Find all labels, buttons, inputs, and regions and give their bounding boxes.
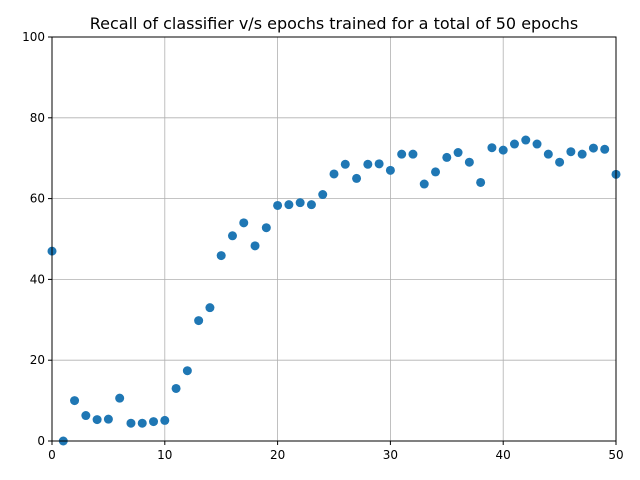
data-point bbox=[397, 149, 407, 159]
data-point bbox=[374, 159, 384, 169]
data-point bbox=[600, 144, 610, 154]
data-point bbox=[306, 200, 316, 210]
x-tick-label: 30 bbox=[383, 448, 398, 462]
data-point bbox=[498, 145, 508, 155]
plot-frame bbox=[51, 36, 617, 442]
data-point bbox=[216, 251, 226, 261]
data-point bbox=[194, 316, 204, 326]
data-point bbox=[442, 152, 452, 162]
axis-ticks: 0 10 20 30 40 50 0 20 40 60 80 100 bbox=[22, 30, 624, 462]
x-tick-label: 10 bbox=[157, 448, 172, 462]
data-point bbox=[92, 415, 102, 425]
data-point bbox=[566, 147, 576, 157]
data-point bbox=[70, 396, 80, 406]
data-point bbox=[408, 149, 418, 159]
x-tick-label: 0 bbox=[48, 448, 56, 462]
data-points bbox=[47, 135, 621, 446]
data-point bbox=[385, 165, 395, 175]
data-point bbox=[149, 417, 159, 427]
data-point bbox=[273, 200, 283, 210]
data-point bbox=[363, 159, 373, 169]
x-tick-label: 20 bbox=[270, 448, 285, 462]
y-tick-label: 60 bbox=[30, 192, 45, 206]
y-tick-label: 20 bbox=[30, 353, 45, 367]
data-point bbox=[126, 418, 136, 428]
data-point bbox=[419, 179, 429, 189]
data-point bbox=[464, 157, 474, 167]
y-tick-label: 0 bbox=[37, 434, 45, 448]
y-tick-label: 80 bbox=[30, 111, 45, 125]
data-point bbox=[509, 139, 519, 149]
chart-title: Recall of classifier v/s epochs trained … bbox=[90, 14, 579, 33]
y-tick-label: 40 bbox=[30, 272, 45, 286]
data-point bbox=[205, 303, 215, 313]
data-point bbox=[81, 411, 91, 421]
data-point bbox=[318, 190, 328, 200]
data-point bbox=[160, 415, 170, 425]
data-point bbox=[182, 366, 192, 376]
data-point bbox=[261, 223, 271, 233]
data-point bbox=[103, 414, 113, 424]
data-point bbox=[340, 159, 350, 169]
data-point bbox=[137, 418, 147, 428]
data-point bbox=[577, 149, 587, 159]
data-point bbox=[476, 177, 486, 187]
data-point bbox=[431, 167, 441, 177]
y-tick-label: 100 bbox=[22, 30, 45, 44]
data-point bbox=[250, 241, 260, 251]
data-point bbox=[352, 173, 362, 183]
x-tick-label: 50 bbox=[608, 448, 623, 462]
data-point bbox=[115, 393, 125, 403]
grid-lines bbox=[51, 36, 617, 442]
data-point bbox=[555, 157, 565, 167]
data-point bbox=[171, 383, 181, 393]
data-point bbox=[239, 218, 249, 228]
data-point bbox=[532, 139, 542, 149]
data-point bbox=[284, 200, 294, 210]
data-point bbox=[227, 231, 237, 241]
data-point bbox=[588, 143, 598, 153]
data-point bbox=[521, 135, 531, 145]
data-point bbox=[543, 149, 553, 159]
data-point bbox=[453, 148, 463, 158]
data-point bbox=[295, 198, 305, 208]
data-point bbox=[329, 169, 339, 179]
x-tick-label: 40 bbox=[496, 448, 511, 462]
data-point bbox=[487, 143, 497, 153]
